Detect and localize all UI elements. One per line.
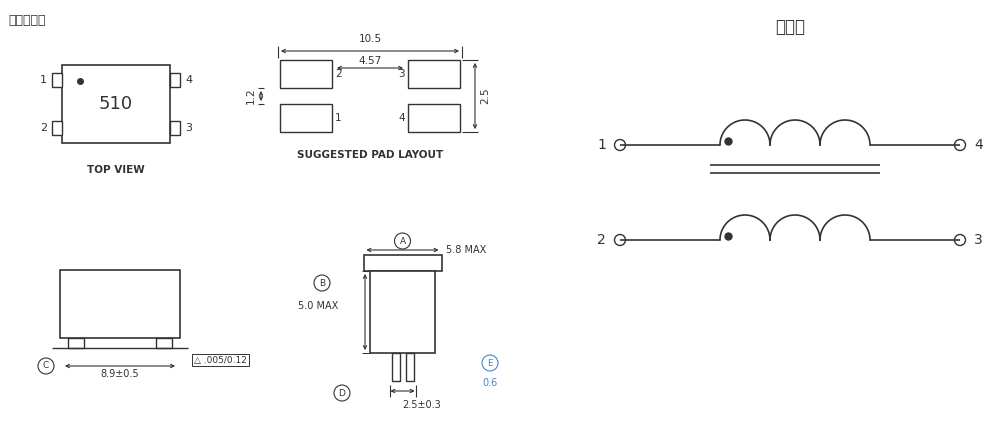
Text: A: A (399, 237, 406, 245)
Text: 1.2: 1.2 (246, 88, 256, 104)
Bar (408, 60, 460, 88)
Text: C: C (43, 362, 49, 371)
Text: 0.6: 0.6 (482, 378, 498, 388)
Bar (170, 73, 180, 87)
Text: 3: 3 (974, 233, 983, 247)
Text: 4.57: 4.57 (358, 56, 382, 66)
Text: 2.5±0.3: 2.5±0.3 (402, 400, 441, 410)
Bar (280, 60, 332, 88)
Bar (280, 104, 332, 132)
Text: D: D (339, 388, 345, 398)
Text: 相位图: 相位图 (775, 18, 805, 36)
Text: 尺寸图纸：: 尺寸图纸： (8, 14, 46, 27)
Text: 2: 2 (597, 233, 606, 247)
Text: 5.8 MAX: 5.8 MAX (446, 245, 487, 255)
Bar (406, 353, 414, 381)
Text: E: E (487, 359, 493, 368)
Text: △ .005/0.12: △ .005/0.12 (194, 355, 247, 365)
Bar (156, 338, 172, 348)
Text: 510: 510 (99, 95, 133, 113)
Bar (60, 270, 180, 338)
Text: 3: 3 (398, 69, 405, 79)
Text: 2.5: 2.5 (480, 88, 490, 104)
Bar (52, 73, 62, 87)
Text: 1: 1 (335, 113, 342, 123)
Text: B: B (319, 279, 325, 287)
Bar (370, 271, 435, 353)
Bar (52, 121, 62, 135)
Bar (408, 104, 460, 132)
Text: 10.5: 10.5 (358, 34, 382, 44)
Text: SUGGESTED PAD LAYOUT: SUGGESTED PAD LAYOUT (297, 150, 443, 160)
Bar (392, 353, 400, 381)
Text: 4: 4 (185, 75, 192, 85)
Text: 5.0 MAX: 5.0 MAX (298, 301, 338, 311)
Text: 2: 2 (335, 69, 342, 79)
Text: TOP VIEW: TOP VIEW (87, 165, 145, 175)
Text: 4: 4 (398, 113, 405, 123)
Bar (364, 255, 442, 271)
Bar (170, 121, 180, 135)
Text: 1: 1 (40, 75, 47, 85)
Bar (62, 65, 170, 143)
Bar (68, 338, 84, 348)
Text: 2: 2 (40, 123, 47, 133)
Text: 3: 3 (185, 123, 192, 133)
Text: 4: 4 (974, 138, 983, 152)
Text: 1: 1 (597, 138, 606, 152)
Text: 8.9±0.5: 8.9±0.5 (101, 369, 139, 379)
